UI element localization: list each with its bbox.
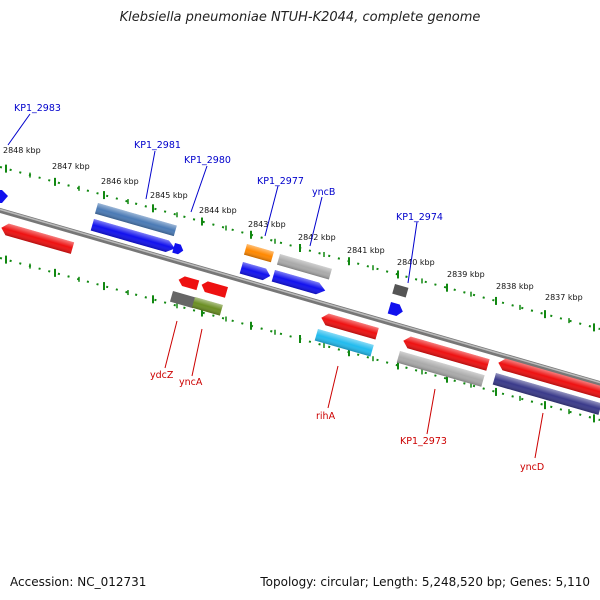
tick-label: 2845 kbp bbox=[150, 191, 188, 200]
gene-label-kp1-2973[interactable]: KP1_2973 bbox=[400, 436, 447, 447]
tick-label: 2839 kbp bbox=[447, 270, 485, 279]
tick-label: 2840 kbp bbox=[397, 258, 435, 267]
gene-arrow[interactable] bbox=[172, 243, 184, 255]
gene-label-kp1-2981[interactable]: KP1_2981 bbox=[134, 140, 181, 151]
genome-backbone bbox=[0, 207, 600, 387]
gene-label-kp1-2974[interactable]: KP1_2974 bbox=[396, 212, 443, 223]
accession-label: Accession: NC_012731 bbox=[10, 575, 147, 589]
tick-label: 2848 kbp bbox=[3, 146, 41, 155]
gene-label-ynca[interactable]: yncA bbox=[179, 377, 203, 388]
gene-label-yncb[interactable]: yncB bbox=[312, 187, 335, 198]
genome-backbone-highlight bbox=[0, 208, 600, 384]
top-leader-lines bbox=[7, 113, 418, 284]
gene-arrow[interactable] bbox=[177, 275, 200, 291]
tick-label: 2843 kbp bbox=[248, 220, 286, 229]
tick-label: 2844 kbp bbox=[199, 206, 237, 215]
gene-label-kp1-2983[interactable]: KP1_2983 bbox=[14, 103, 61, 114]
gene-label-kp1-2977[interactable]: KP1_2977 bbox=[257, 176, 304, 187]
tick-label: 2842 kbp bbox=[298, 233, 336, 242]
gene-features bbox=[0, 190, 600, 415]
scale-ticks bbox=[5, 164, 595, 423]
tick-label: 2846 kbp bbox=[101, 177, 139, 186]
tick-label: 2847 kbp bbox=[52, 162, 90, 171]
topology-label: Topology: circular; Length: 5,248,520 bp… bbox=[260, 575, 590, 589]
gene-label-riha[interactable]: rihA bbox=[316, 411, 336, 422]
gene-label-kp1-2980[interactable]: KP1_2980 bbox=[184, 155, 231, 166]
tick-label: 2837 kbp bbox=[545, 293, 583, 302]
tick-label: 2838 kbp bbox=[496, 282, 534, 291]
gene-arrow[interactable] bbox=[200, 280, 228, 298]
gene-arrow[interactable] bbox=[392, 284, 409, 298]
gene-arrow[interactable] bbox=[0, 190, 8, 203]
gene-label-yncd[interactable]: yncD bbox=[520, 462, 544, 473]
tick-label: 2841 kbp bbox=[347, 246, 385, 255]
gene-arrow[interactable] bbox=[387, 302, 405, 317]
map-title: Klebsiella pneumoniae NTUH-K2044, comple… bbox=[119, 10, 481, 25]
gene-arrow[interactable] bbox=[169, 291, 197, 309]
gene-label-ydcz[interactable]: ydcZ bbox=[150, 370, 174, 381]
bottom-leader-lines bbox=[164, 320, 544, 459]
